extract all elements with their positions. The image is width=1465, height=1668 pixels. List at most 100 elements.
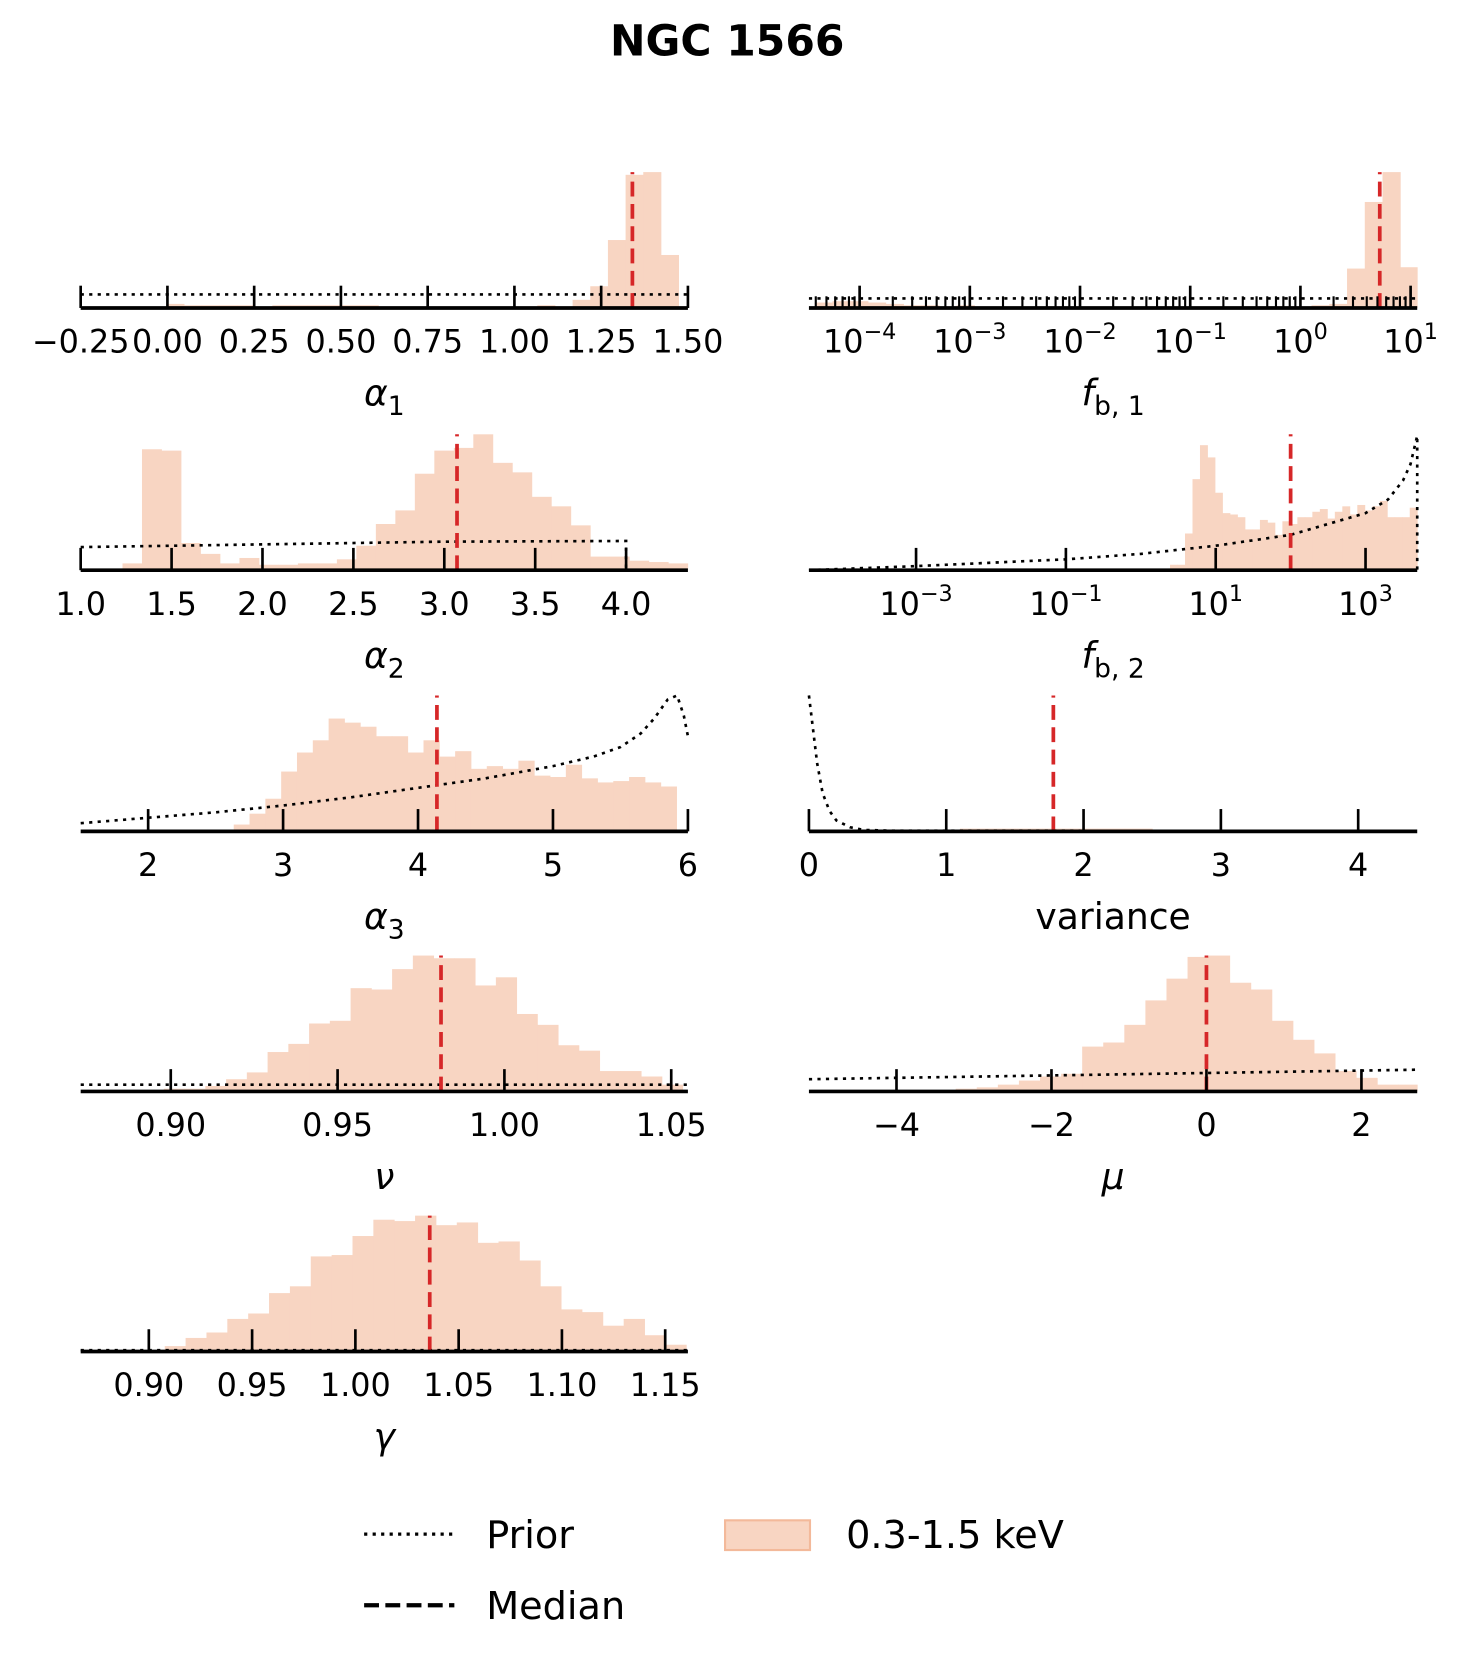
tick-label: 0.75	[392, 323, 463, 361]
hist-bar	[1124, 1024, 1146, 1092]
tick-label: 1.00	[479, 323, 550, 361]
legend-hist-label: 0.3-1.5 keV	[846, 1514, 1064, 1558]
hist-bar	[414, 473, 435, 571]
tick-label: 101	[1188, 581, 1243, 623]
hist-bar	[660, 254, 680, 308]
hist-bar	[312, 740, 330, 832]
tick-label: 10−2	[1043, 319, 1116, 361]
tick-label: 1.10	[526, 1366, 597, 1404]
hist-bar	[376, 736, 393, 832]
hist-bar	[868, 302, 887, 308]
hist-bar	[516, 1013, 538, 1092]
hist-bar	[518, 760, 535, 832]
hist-bar	[1267, 522, 1276, 571]
hist-bar	[1292, 1039, 1315, 1092]
hist-bar	[1304, 517, 1313, 571]
tick-label: 10−3	[879, 581, 952, 623]
hist-bar	[248, 1313, 270, 1352]
hist-bar	[350, 988, 372, 1092]
hist-bar	[258, 564, 279, 571]
hist-bar	[814, 302, 833, 308]
tick-label: 4.0	[601, 585, 652, 623]
tick-label-exponent: 3	[1379, 581, 1393, 607]
x-axis-label-symbol: α	[364, 373, 388, 415]
hist-bar	[288, 1043, 310, 1092]
hist-bar	[495, 977, 518, 1092]
tick-label: 4	[408, 846, 428, 884]
hist-bar	[454, 958, 476, 1092]
hist-bar	[492, 462, 513, 571]
tick-label: 103	[1338, 581, 1393, 623]
hist-bar	[590, 286, 609, 308]
hist-bar	[456, 1222, 479, 1352]
x-axis-label-subscript: b, 2	[1094, 653, 1145, 684]
tick-label-exponent: −3	[974, 319, 1007, 345]
hist-bar	[470, 768, 488, 832]
tick-label-exponent: 0	[1314, 319, 1328, 345]
hist-bar	[297, 563, 318, 571]
hist-bar	[629, 776, 646, 832]
hist-bar	[1250, 989, 1273, 1092]
tick-label: 1.00	[469, 1106, 540, 1144]
tick-label-exponent: 1	[1424, 319, 1438, 345]
x-axis-label-subscript: 3	[388, 915, 405, 946]
hist-bar	[625, 174, 644, 308]
tick-label: 2	[1351, 1106, 1371, 1144]
hist-bar	[561, 1309, 583, 1352]
hist-bar	[1177, 564, 1186, 571]
hist-bar	[1252, 529, 1261, 571]
hist-bar	[391, 736, 409, 832]
hist-bar	[352, 1236, 374, 1352]
hist-bar	[331, 1255, 353, 1352]
panel-alpha3: 2 3 4 5 6α3	[80, 693, 698, 946]
hist-bar	[205, 1086, 227, 1092]
hist-bar	[278, 564, 299, 571]
hist-bar	[296, 752, 314, 832]
tick-label: 100	[1273, 319, 1328, 361]
hist-bar	[1372, 506, 1381, 571]
hist-bar	[360, 726, 377, 832]
hist-bar	[1214, 492, 1223, 571]
tick-label: 0.90	[135, 1106, 206, 1144]
tick-label: 0.25	[219, 323, 290, 361]
legend-median-label: Median	[486, 1585, 625, 1629]
hist-bar	[475, 985, 497, 1092]
tick-label: 1.25	[566, 323, 637, 361]
hist-bar	[572, 299, 591, 308]
hist-bar	[602, 1325, 625, 1352]
hist-bar	[239, 557, 260, 571]
hist-bar	[1349, 514, 1358, 571]
panel-alpha1: −0.25 0.00 0.25 0.50 0.75 1.00 1.25 1.50 α1	[32, 172, 723, 422]
tick-label-exponent: −4	[863, 319, 896, 345]
hist-bar	[1166, 978, 1188, 1092]
x-axis-label: μ	[1101, 1156, 1125, 1198]
hist-bar	[597, 782, 614, 832]
hist-bar	[885, 303, 904, 308]
tick-label: 10−4	[823, 319, 896, 361]
hist-bar	[166, 303, 185, 308]
hist-bar	[435, 1225, 458, 1352]
hist-bar	[531, 496, 552, 571]
hist-bar	[519, 1260, 541, 1352]
hist-bar	[180, 543, 201, 571]
hist-bar	[1184, 533, 1193, 571]
tick-label: 1.15	[630, 1366, 701, 1404]
hist-bar	[249, 813, 266, 832]
hist-bar	[578, 1050, 601, 1092]
x-axis-label-symbol: α	[364, 635, 388, 677]
hist-bar	[122, 563, 143, 571]
x-axis-label: fb, 2	[1081, 635, 1144, 685]
tick-label: 101	[1383, 319, 1438, 361]
hist-bar	[581, 1312, 604, 1352]
panel-mu: −4 −2 0 2 μ	[808, 955, 1418, 1198]
tick-label: 2	[1073, 846, 1093, 884]
hist-bar	[665, 1344, 687, 1352]
tick-label: 2	[138, 846, 158, 884]
hist-bar	[1103, 1042, 1125, 1092]
hist-bar	[206, 1332, 228, 1352]
hist-bar	[1387, 517, 1396, 571]
hist-bar	[1364, 510, 1373, 571]
